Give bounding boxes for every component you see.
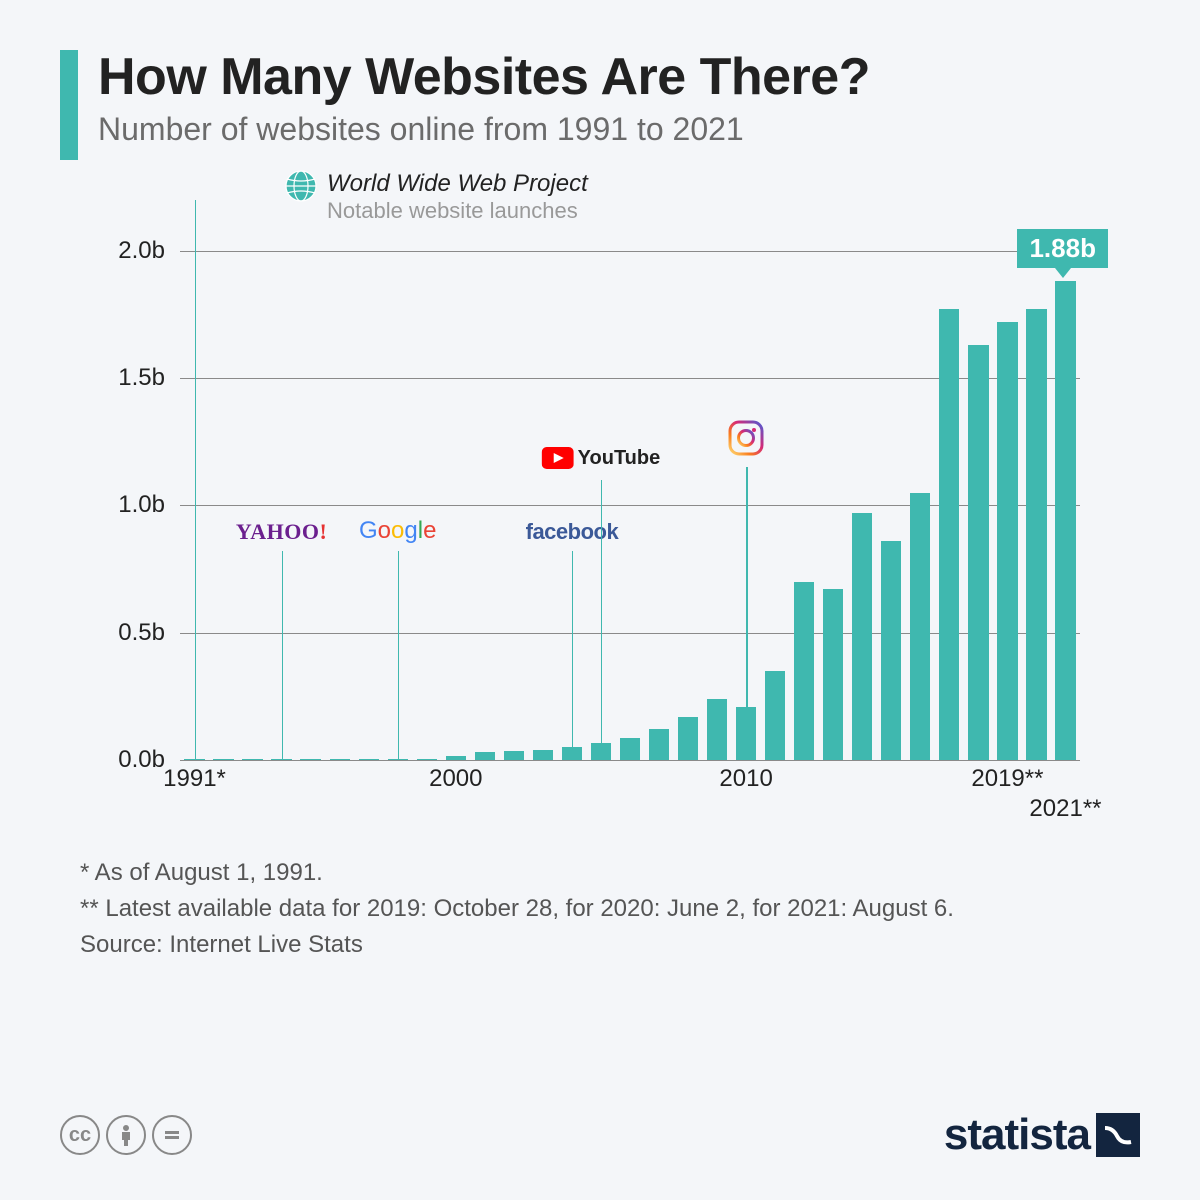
statista-brand: statista xyxy=(944,1110,1140,1160)
bar xyxy=(1026,309,1046,760)
statista-logo-icon xyxy=(1096,1113,1140,1157)
bar xyxy=(823,589,843,760)
footer: cc statista xyxy=(60,1110,1140,1160)
chart-container: 0.0b 0.5b 1.0b 1.5b 2.0b World Wide Web Proj… xyxy=(100,200,1140,820)
bar xyxy=(271,759,291,760)
x-tick-label: 2021** xyxy=(1029,795,1101,823)
bar xyxy=(359,759,379,760)
bar xyxy=(968,345,988,760)
bar xyxy=(184,759,204,760)
bar xyxy=(794,582,814,760)
x-tick-label: 2019** xyxy=(971,765,1043,793)
bar xyxy=(852,513,872,760)
y-axis-labels: 0.0b0.5b1.0b1.5b2.0b xyxy=(100,200,175,760)
footnote-source: Source: Internet Live Stats xyxy=(80,927,1140,963)
y-tick-label: 1.0b xyxy=(118,491,165,519)
y-tick-label: 2.0b xyxy=(118,237,165,265)
bar xyxy=(1055,281,1075,760)
bar xyxy=(620,738,640,760)
y-tick-label: 0.5b xyxy=(118,619,165,647)
bar xyxy=(591,743,611,760)
cc-by-icon xyxy=(106,1115,146,1155)
bar xyxy=(446,756,466,760)
header: How Many Websites Are There? Number of w… xyxy=(60,50,1140,160)
bar xyxy=(213,759,233,760)
bar xyxy=(678,717,698,760)
cc-license-icons: cc xyxy=(60,1115,192,1155)
page-subtitle: Number of websites online from 1991 to 2… xyxy=(98,111,1140,148)
bar xyxy=(997,322,1017,760)
grid-line xyxy=(180,760,1080,761)
cc-nd-icon xyxy=(152,1115,192,1155)
legend-title: World Wide Web Project xyxy=(327,170,588,198)
page-title: How Many Websites Are There? xyxy=(98,50,1140,105)
y-tick-label: 0.0b xyxy=(118,746,165,774)
footnote-1: * As of August 1, 1991. xyxy=(80,855,1140,891)
cc-icon: cc xyxy=(60,1115,100,1155)
x-axis-labels: 1991*200020102019**2021** xyxy=(180,765,1080,820)
bar xyxy=(765,671,785,760)
bar xyxy=(939,309,959,760)
bar xyxy=(388,759,408,760)
bars-group xyxy=(180,200,1080,760)
callout-value: 1.88b xyxy=(1017,229,1108,268)
bar xyxy=(330,759,350,760)
bar xyxy=(881,541,901,760)
bar xyxy=(533,750,553,760)
bar xyxy=(504,751,524,760)
bar xyxy=(649,729,669,760)
x-tick-label: 2010 xyxy=(719,765,772,793)
y-tick-label: 1.5b xyxy=(118,364,165,392)
footnote-2: ** Latest available data for 2019: Octob… xyxy=(80,891,1140,927)
statista-text: statista xyxy=(944,1110,1090,1160)
bar xyxy=(475,752,495,760)
bar xyxy=(300,759,320,760)
globe-icon xyxy=(285,170,317,202)
footnotes: * As of August 1, 1991. ** Latest availa… xyxy=(80,855,1140,963)
x-tick-label: 2000 xyxy=(429,765,482,793)
accent-bar xyxy=(60,50,78,160)
bar-chart: 0.0b 0.5b 1.0b 1.5b 2.0b World Wide Web Proj… xyxy=(100,200,1100,820)
plot-area: World Wide Web Project Notable website l… xyxy=(180,200,1080,760)
bar xyxy=(736,707,756,760)
bar xyxy=(417,759,437,760)
bar xyxy=(707,699,727,760)
bar xyxy=(910,493,930,760)
x-tick-label: 1991* xyxy=(163,765,226,793)
bar xyxy=(562,747,582,760)
bar xyxy=(242,759,262,760)
